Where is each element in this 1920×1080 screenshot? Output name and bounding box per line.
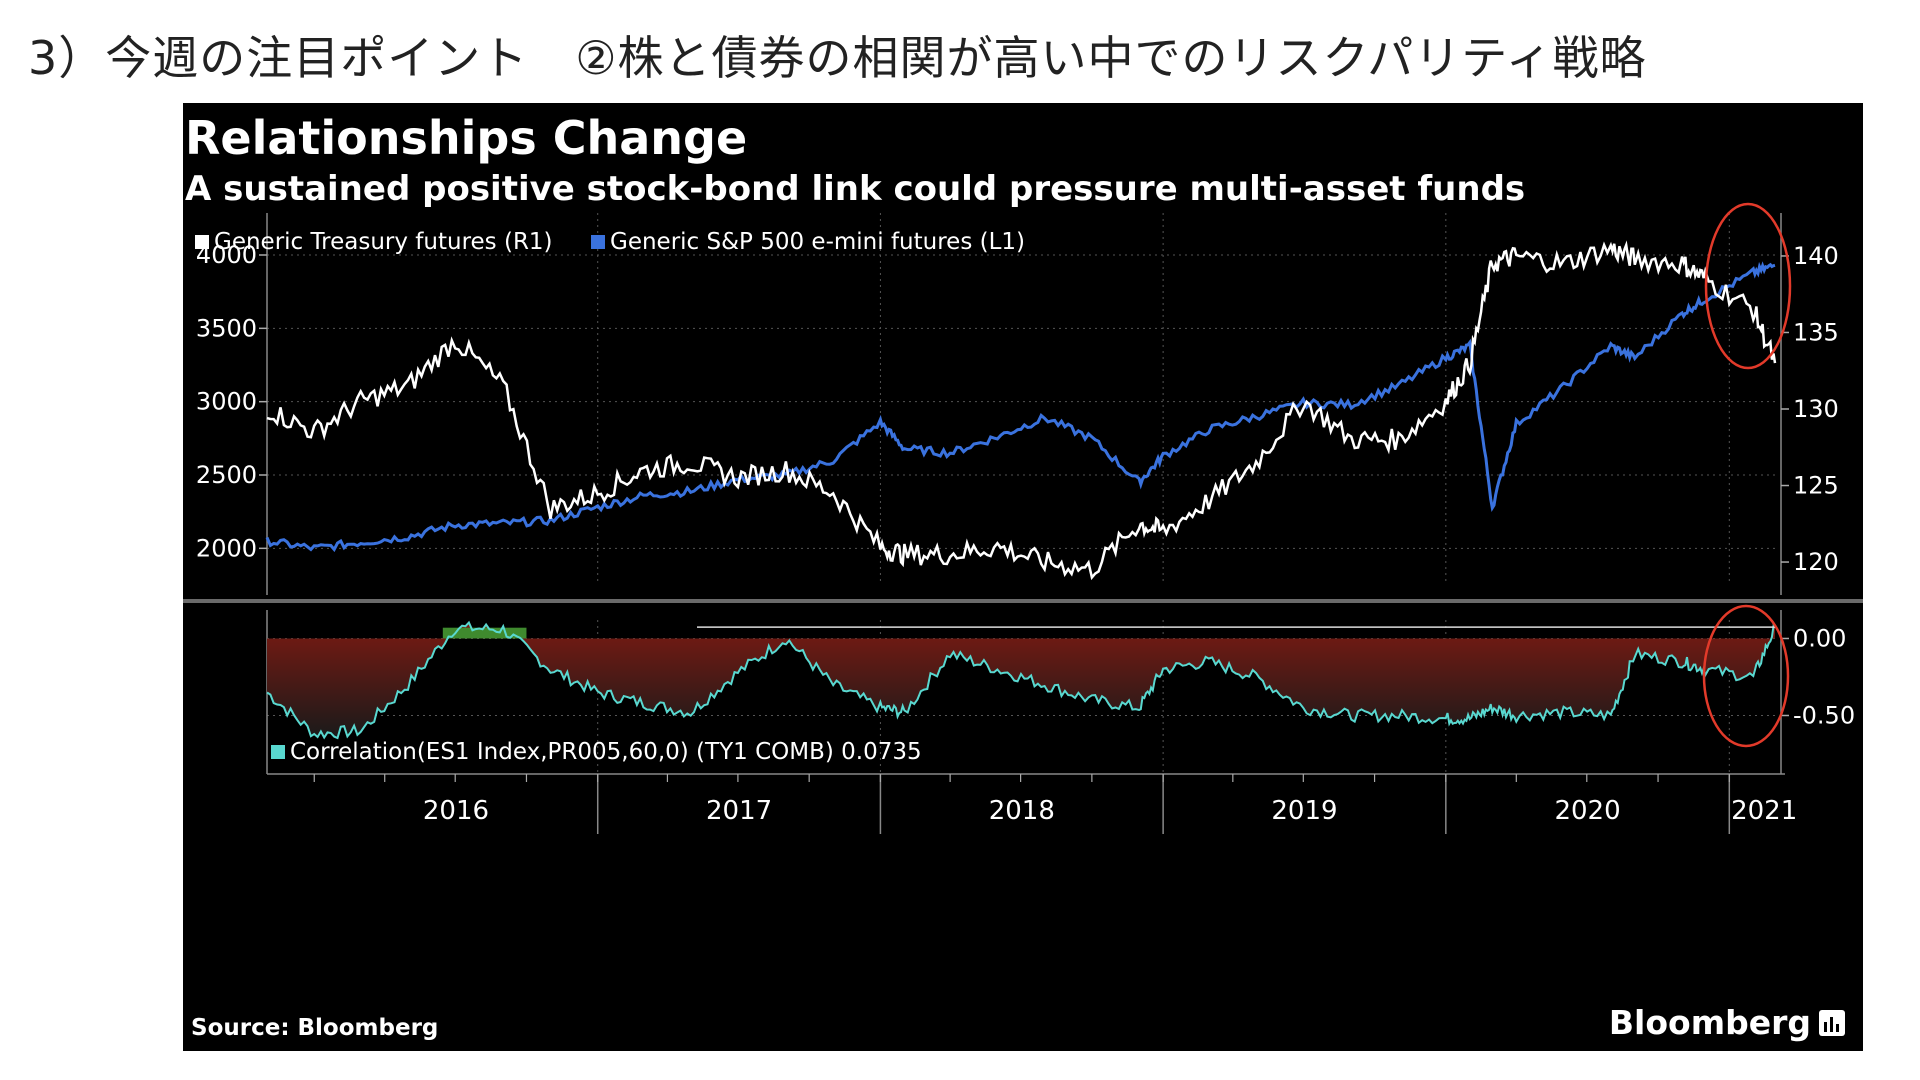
- brand-name: Bloomberg: [1608, 1003, 1811, 1042]
- legend-sp500: Generic S&P 500 e-mini futures (L1): [591, 229, 1025, 255]
- right-tick-label: 130: [1793, 395, 1839, 423]
- positive-correlation-area: [442, 627, 527, 639]
- left-tick-label: 3500: [196, 314, 257, 342]
- slide-heading: 3）今週の注目ポイント ②株と債券の相関が高い中でのリスクパリティ戦略: [28, 31, 1647, 85]
- chart-panel: 2000 2500 3000 3500 4000 120 125 130 135 140 0.00-…: [183, 103, 1863, 1051]
- legend-sp500-label: Generic S&P 500 e-mini futures (L1): [610, 229, 1026, 255]
- right-tick-label: 120: [1793, 548, 1839, 576]
- left-tick-label: 2500: [196, 461, 257, 489]
- bloomberg-terminal-icon: [1819, 1009, 1845, 1036]
- x-tick-label: 2016: [423, 796, 489, 826]
- correlation-layer: [266, 620, 1776, 740]
- x-tick-label: 2017: [706, 796, 772, 826]
- legend-correlation: Correlation(ES1 Index,PR005,60,0) (TY1 C…: [271, 739, 922, 765]
- x-tick-label: 2021: [1731, 796, 1797, 826]
- x-tick-label: 2018: [989, 796, 1055, 826]
- left-tick-label: 2000: [196, 534, 257, 562]
- source-note: Source: Bloomberg: [191, 1015, 439, 1041]
- left-tick-label: 3000: [196, 388, 257, 416]
- sp500-line: [265, 261, 1776, 553]
- sp500-swatch-icon: [591, 235, 605, 249]
- annotations: [1702, 202, 1792, 748]
- corr-tick-label: 0.00: [1793, 624, 1846, 652]
- axes: [183, 213, 1863, 834]
- right-tick-label: 140: [1793, 242, 1839, 270]
- correlation-swatch-icon: [271, 745, 285, 759]
- tick-labels: 200025003000350040001201251301351400.00-…: [196, 241, 1855, 826]
- right-tick-label: 125: [1793, 472, 1839, 500]
- chart-svg: 200025003000350040001201251301351400.00-…: [183, 202, 1863, 834]
- x-tick-label: 2019: [1271, 796, 1337, 826]
- annotation-circle-bottom: [1702, 604, 1790, 748]
- legend-correlation-label: Correlation(ES1 Index,PR005,60,0) (TY1 C…: [290, 739, 922, 765]
- legend-treasury: Generic Treasury futures (R1): [195, 229, 553, 255]
- x-tick-label: 2020: [1554, 796, 1620, 826]
- treasury-line: [266, 240, 1777, 581]
- chart-subtitle: A sustained positive stock-bond link cou…: [185, 169, 1526, 209]
- brand-logo: Bloomberg: [1609, 1003, 1845, 1042]
- legend-treasury-label: Generic Treasury futures (R1): [214, 229, 553, 255]
- corr-tick-label: -0.50: [1793, 701, 1855, 729]
- correlation-area: [267, 622, 1775, 738]
- price-layer: [265, 240, 1777, 581]
- correlation-line: [266, 620, 1776, 740]
- chart-title: Relationships Change: [185, 111, 748, 165]
- right-tick-label: 135: [1793, 318, 1839, 346]
- annotation-circle-top: [1704, 202, 1792, 370]
- treasury-swatch-icon: [195, 235, 209, 249]
